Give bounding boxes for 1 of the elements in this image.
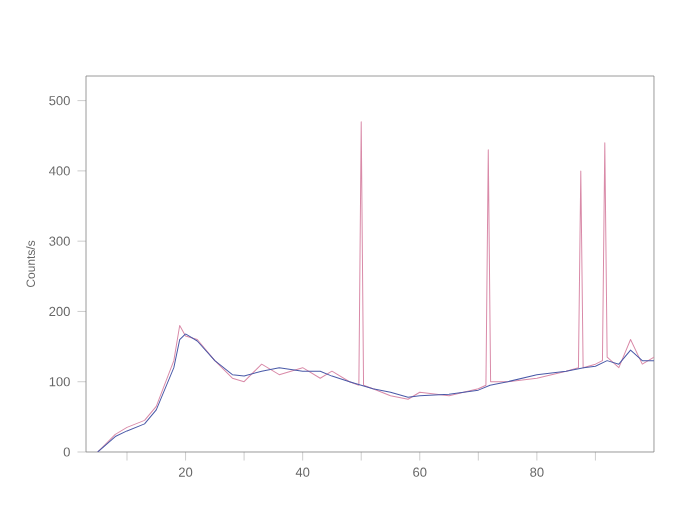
line-series: [97, 121, 654, 452]
